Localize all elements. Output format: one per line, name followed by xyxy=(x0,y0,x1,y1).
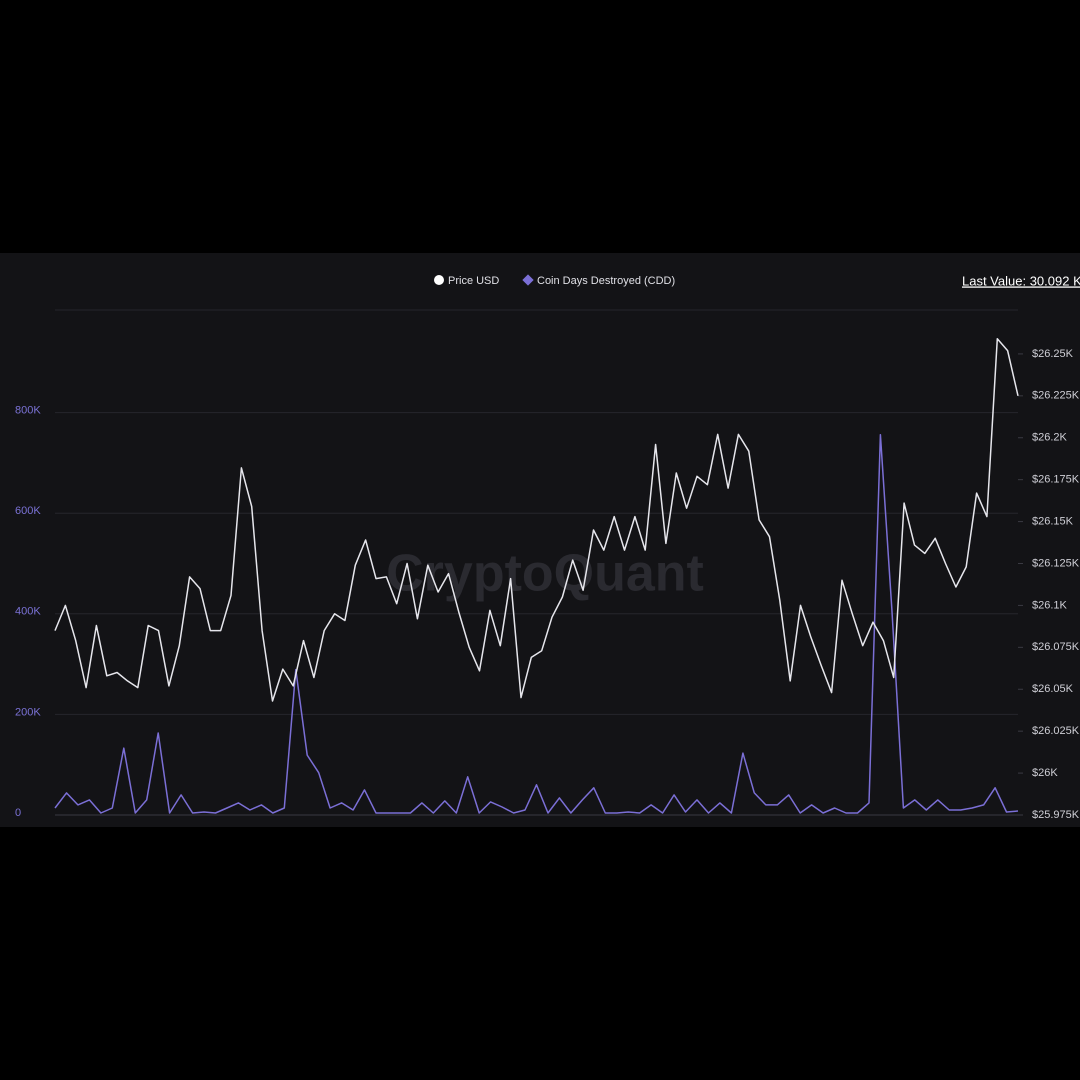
y2-tick-label: $26.225K xyxy=(1032,390,1080,402)
y2-tick-label: $26.05K xyxy=(1032,683,1074,695)
y2-tick-label: $26.175K xyxy=(1032,474,1080,486)
y-tick-label: 400K xyxy=(15,606,41,618)
y2-tick-label: $26.125K xyxy=(1032,557,1080,569)
legend-marker xyxy=(522,274,534,286)
y2-tick-label: $26.25K xyxy=(1032,348,1074,360)
watermark: CryptoQuant xyxy=(386,545,704,603)
y-tick-label: 0 xyxy=(15,807,21,819)
y2-tick-label: $26.075K xyxy=(1032,641,1080,653)
y2-tick-label: $26.2K xyxy=(1032,432,1068,444)
legend-label[interactable]: Coin Days Destroyed (CDD) xyxy=(537,275,675,287)
y2-tick-label: $25.975K xyxy=(1032,809,1080,821)
y-tick-label: 600K xyxy=(15,505,41,517)
y2-tick-label: $26.1K xyxy=(1032,599,1068,611)
y-tick-label: 200K xyxy=(15,706,41,718)
series-line xyxy=(54,433,1019,814)
panel xyxy=(0,253,1080,827)
y2-tick-label: $26K xyxy=(1032,767,1058,779)
series-line xyxy=(54,338,1019,702)
legend-label[interactable]: Price USD xyxy=(448,275,499,287)
last-value: Last Value: 30.092 K xyxy=(962,273,1080,288)
y2-tick-label: $26.025K xyxy=(1032,725,1080,737)
y-tick-label: 800K xyxy=(15,405,41,417)
y2-tick-label: $26.15K xyxy=(1032,515,1074,527)
legend-marker xyxy=(434,275,444,285)
